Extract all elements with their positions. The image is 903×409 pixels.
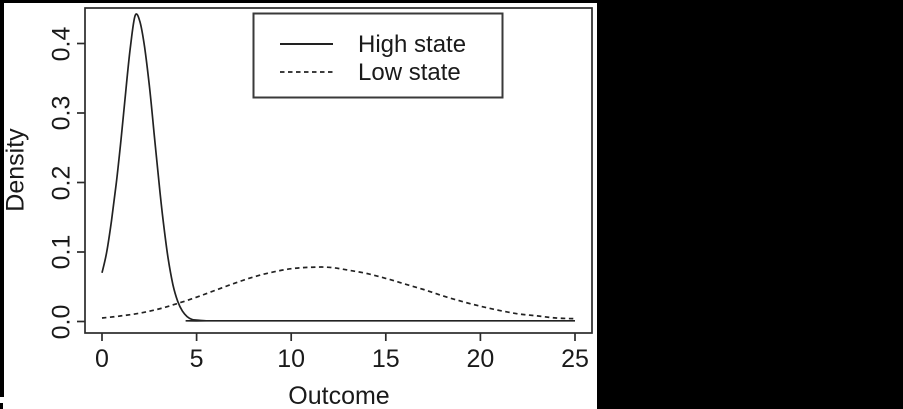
black-border-left — [0, 0, 4, 397]
letterbox-right-block — [597, 0, 903, 409]
y-tick-label: 0.1 — [47, 234, 76, 270]
y-axis-title: Density — [1, 128, 30, 212]
legend-label-low-state: Low state — [358, 59, 461, 86]
x-tick-label: 15 — [371, 345, 400, 373]
black-mark-bottom-left — [0, 403, 3, 409]
x-tick-label: 25 — [561, 345, 589, 373]
low-state-curve — [101, 266, 576, 320]
y-tick-label: 0.2 — [47, 165, 76, 200]
x-tick-label: 0 — [95, 345, 109, 373]
plot-frame — [84, 7, 593, 334]
x-tick-label: 10 — [277, 345, 306, 373]
y-tick-label: 0.0 — [47, 304, 76, 339]
legend-box — [252, 12, 504, 99]
legend-label-high-state: High state — [358, 31, 467, 58]
y-tick-label: 0.3 — [47, 95, 76, 131]
x-axis-title: Outcome — [288, 382, 390, 409]
y-tick-label: 0.4 — [47, 26, 76, 61]
black-border-top — [0, 0, 600, 3]
x-tick-label: 20 — [466, 345, 495, 373]
x-tick-label: 5 — [189, 345, 204, 373]
high-state-curve — [101, 13, 575, 322]
